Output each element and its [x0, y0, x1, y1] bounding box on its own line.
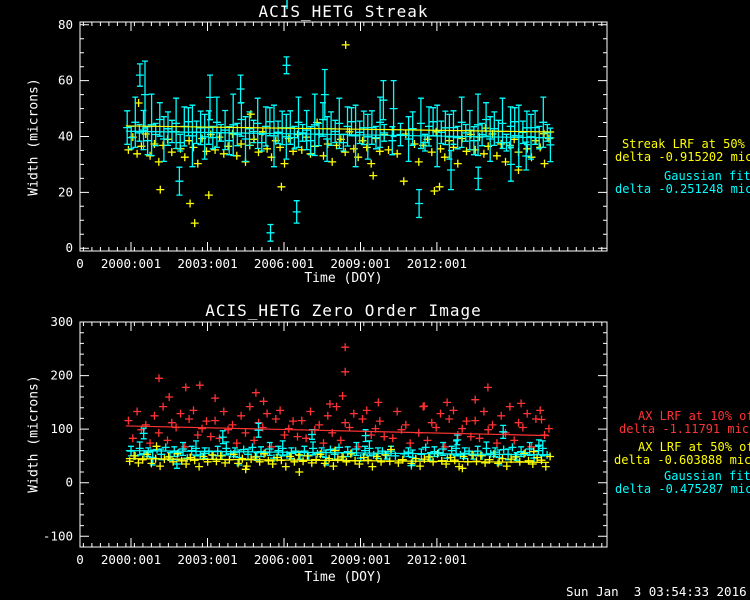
- legend-zero-order-0-line2: delta -1.11791 microns/yr: [619, 422, 750, 436]
- zero-order-fit-line-2: [125, 458, 550, 463]
- legend-zero-order-2-line1: Gaussian fit FWHM: [664, 469, 750, 483]
- svg-text:2012:001: 2012:001: [407, 256, 467, 271]
- bottom-y-axis-label: Width (microns): [26, 375, 42, 493]
- zero-order-fit-line-1: [125, 450, 550, 456]
- legend-zero-order-2-line2: delta -0.475287 microns/yr: [615, 482, 750, 496]
- svg-text:40: 40: [58, 129, 73, 144]
- streak-series-gaussian-fit-fwhm: [123, 56, 555, 242]
- svg-text:300: 300: [50, 314, 73, 329]
- svg-text:60: 60: [58, 73, 73, 88]
- top-plot-title: ACIS_HETG Streak: [258, 2, 429, 21]
- zero-order-plot-frame: [79, 321, 608, 548]
- legend-streak-0-line1: Streak LRF at 50% of peak: [622, 137, 745, 151]
- streak-fit-line-0: [125, 125, 555, 133]
- legend-streak-1-line2: delta -0.251248 microns/yr: [615, 182, 750, 196]
- legend-zero-order-1-line1: AX LRF at 50% of peak: [638, 440, 750, 454]
- streak-fit-line-1: [125, 130, 555, 139]
- svg-text:0: 0: [76, 256, 84, 271]
- zero-order-series-ax-lrf-at-10-of-peak: [124, 343, 553, 451]
- bottom-x-axis-label: Time (DOY): [304, 570, 383, 585]
- svg-text:100: 100: [50, 421, 73, 436]
- timestamp: Sun Jan 3 03:54:33 2016: [566, 584, 747, 599]
- legend-zero-order-1-line2: delta -0.603888 microns/yr: [614, 453, 750, 467]
- streak-plot-frame: [79, 21, 608, 252]
- svg-text:0: 0: [76, 552, 84, 567]
- svg-text:2003:001: 2003:001: [177, 552, 237, 567]
- svg-text:2009:001: 2009:001: [330, 256, 390, 271]
- zero-order-fit-line-0: [125, 425, 550, 437]
- svg-text:2006:001: 2006:001: [254, 256, 314, 271]
- svg-text:2009:001: 2009:001: [330, 552, 390, 567]
- svg-text:2003:001: 2003:001: [177, 256, 237, 271]
- svg-text:0: 0: [65, 475, 73, 490]
- top-x-axis-label: Time (DOY): [304, 271, 383, 286]
- bottom-plot-title: ACIS_HETG Zero Order Image: [205, 301, 482, 320]
- svg-text:2012:001: 2012:001: [407, 552, 467, 567]
- clipped-errorbar-artifact: [286, 0, 288, 9]
- streak-tick-labels: 0 2000:001 2003:001 2006:001 2009:001 2012:00…: [58, 17, 467, 271]
- svg-text:2000:001: 2000:001: [101, 552, 161, 567]
- svg-text:200: 200: [50, 368, 73, 383]
- legend-zero-order-0-line1: AX LRF at 10% of peak: [638, 409, 750, 423]
- svg-text:20: 20: [58, 184, 73, 199]
- svg-text:-100: -100: [43, 528, 73, 543]
- svg-text:2000:001: 2000:001: [101, 256, 161, 271]
- top-y-axis-label: Width (microns): [26, 78, 42, 196]
- svg-text:80: 80: [58, 17, 73, 32]
- svg-text:0: 0: [65, 240, 73, 255]
- zero-order-tick-labels: 0 2000:001 2003:001 2006:001 2009:001 2012:00…: [43, 314, 467, 567]
- legend-streak-1-line1: Gaussian fit FWHM: [664, 169, 750, 183]
- legend-streak-0-line2: delta -0.915202 microns/yr: [615, 150, 750, 164]
- svg-text:2006:001: 2006:001: [254, 552, 314, 567]
